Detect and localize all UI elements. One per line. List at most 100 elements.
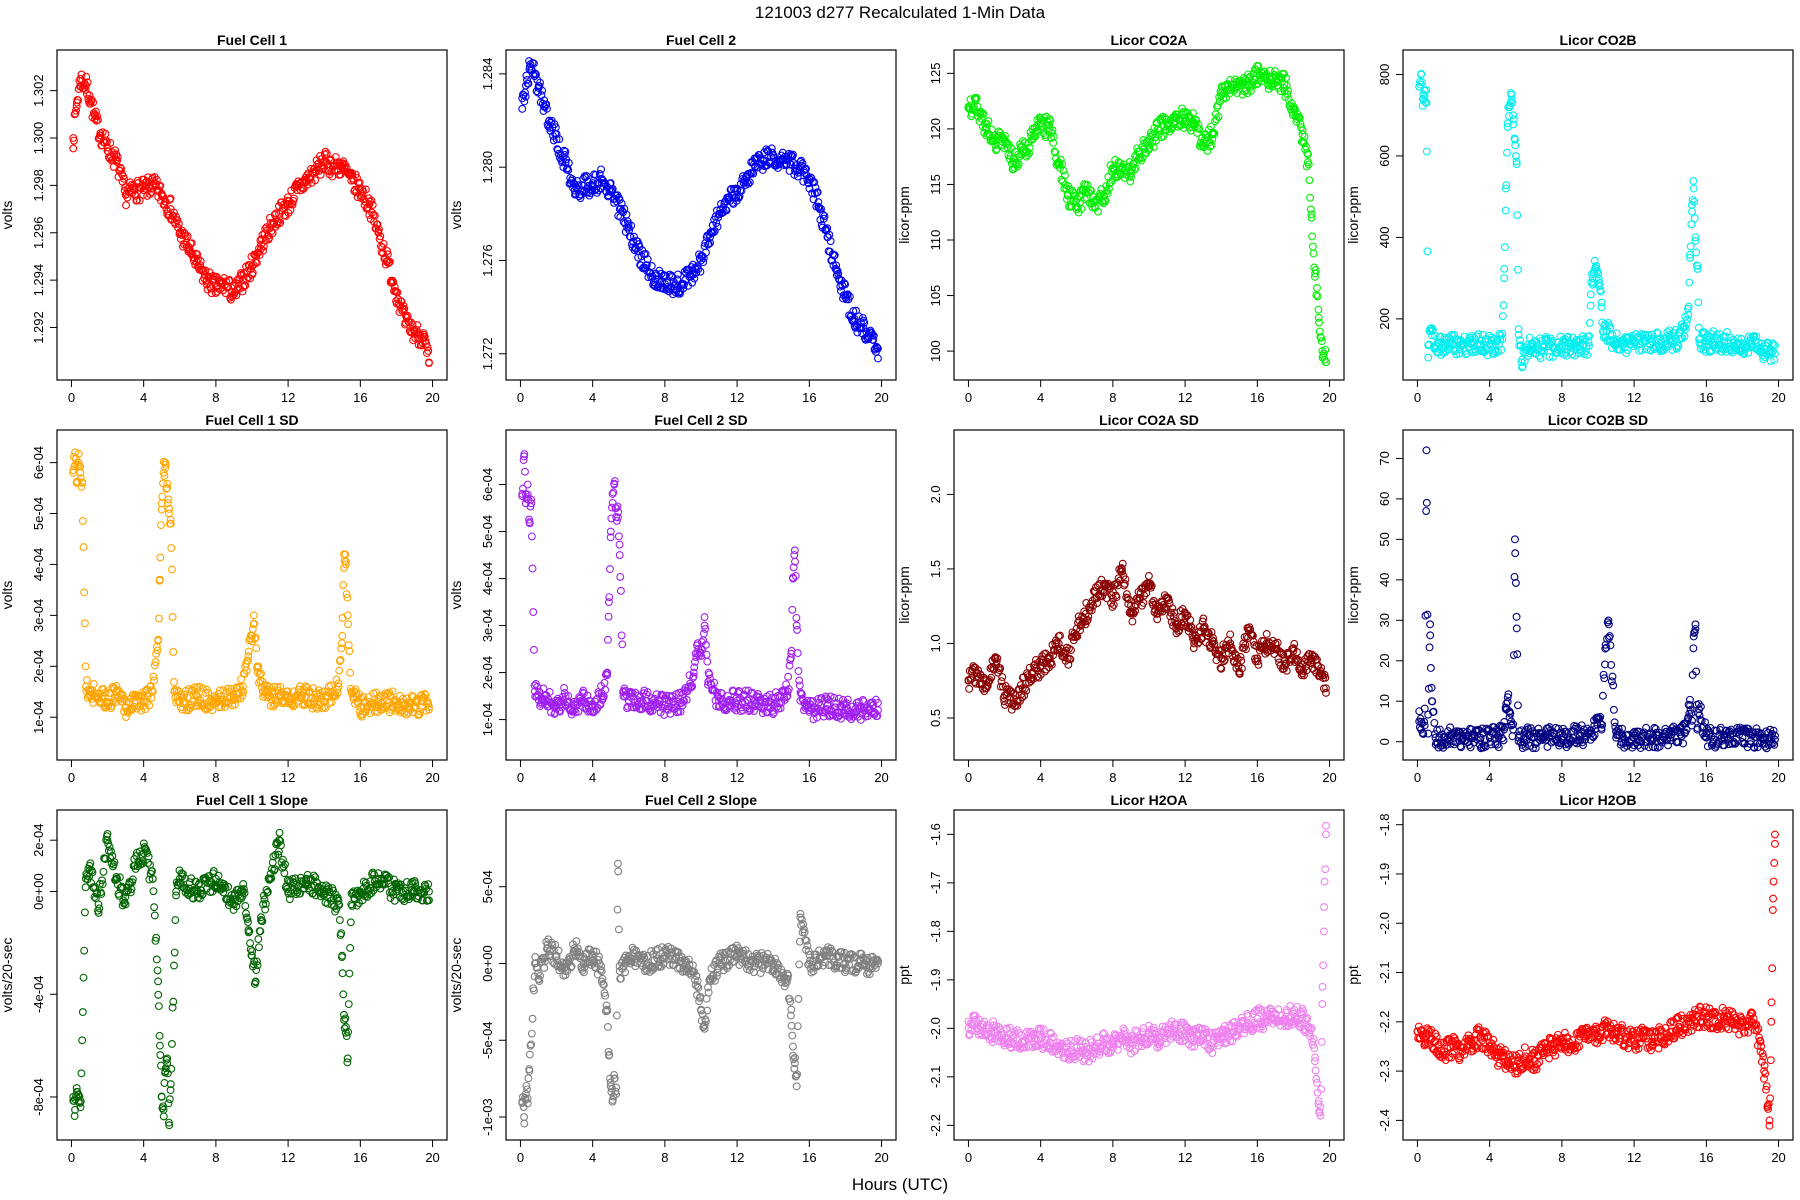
- data-point-fill: [70, 1112, 79, 1121]
- data-point-fill: [415, 710, 424, 719]
- y-tick-label: 1.300: [31, 122, 46, 155]
- data-point-fill: [606, 565, 614, 574]
- y-tick-label: 110: [928, 230, 943, 251]
- data-point-fill: [1180, 123, 1188, 132]
- data-point-fill: [688, 278, 697, 287]
- data-point-fill: [113, 153, 122, 162]
- data-point-fill: [574, 181, 583, 190]
- data-point-fill: [793, 625, 802, 634]
- data-point-fill: [1093, 207, 1102, 216]
- data-point-fill: [149, 887, 158, 896]
- data-point-fill: [1194, 120, 1203, 129]
- x-tick-label: 4: [589, 770, 596, 785]
- data-point-fill: [1192, 116, 1201, 125]
- data-point-fill: [258, 231, 267, 239]
- data-point-fill: [168, 612, 177, 621]
- data-point-fill: [173, 216, 182, 225]
- data-point-fill: [1559, 732, 1568, 741]
- data-point-fill: [1425, 643, 1434, 652]
- data-point-fill: [1531, 740, 1540, 748]
- y-tick-label: 20: [1377, 654, 1392, 668]
- data-point-fill: [420, 690, 429, 698]
- data-point-fill: [189, 691, 198, 700]
- data-point-fill: [606, 533, 615, 542]
- data-point-fill: [1156, 116, 1165, 125]
- data-point-fill: [1608, 331, 1617, 340]
- y-tick-label: 100: [928, 340, 943, 362]
- data-point-fill: [1147, 581, 1156, 590]
- data-point-fill: [1226, 630, 1235, 639]
- y-axis-label: volts: [0, 201, 15, 230]
- data-point-fill: [823, 699, 832, 708]
- data-point-fill: [77, 482, 86, 491]
- data-point-fill: [1680, 332, 1689, 341]
- data-point-fill: [355, 178, 364, 187]
- data-point-fill: [1093, 599, 1102, 607]
- data-point-fill: [361, 185, 370, 194]
- x-tick-label: 0: [965, 390, 972, 405]
- data-point-fill: [577, 697, 586, 706]
- data-point-fill: [1688, 716, 1696, 725]
- data-point: [615, 551, 624, 559]
- data-point-fill: [74, 449, 83, 458]
- data-point: [76, 1103, 85, 1112]
- data-point-fill: [422, 339, 431, 348]
- data-point-fill: [239, 687, 248, 696]
- data-point-fill: [1510, 572, 1519, 581]
- data-point-fill: [1140, 144, 1149, 153]
- x-tick-label: 0: [1414, 770, 1421, 785]
- data-point-fill: [1282, 73, 1290, 82]
- data-point-fill: [248, 268, 257, 277]
- data-point-fill: [590, 186, 599, 195]
- data-point-fill: [397, 297, 406, 306]
- data-point-fill: [111, 146, 120, 155]
- data-point-fill: [69, 144, 78, 153]
- data-point-fill: [1282, 81, 1291, 90]
- y-tick-label: 1.276: [480, 244, 495, 277]
- data-point-fill: [1077, 204, 1086, 213]
- data-point-fill: [1740, 350, 1749, 359]
- data-point-fill: [71, 460, 80, 469]
- data-point-fill: [259, 246, 268, 255]
- y-tick-label: 200: [1377, 308, 1392, 330]
- data-point-fill: [1279, 70, 1288, 78]
- x-tick-label: 20: [1771, 390, 1785, 405]
- data-point-fill: [1420, 717, 1428, 726]
- data-point-fill: [294, 685, 303, 694]
- data-point-fill: [1500, 264, 1509, 273]
- data-point-fill: [1518, 362, 1527, 371]
- data-point-fill: [75, 462, 84, 470]
- data-point-fill: [77, 1069, 86, 1078]
- plot-frame: [1402, 429, 1794, 761]
- data-point-fill: [342, 590, 351, 599]
- y-tick-label: 2e-04: [31, 824, 46, 857]
- y-tick-label: 800: [1377, 64, 1392, 86]
- data-point-fill: [1501, 206, 1510, 215]
- data-point-fill: [1121, 575, 1130, 584]
- data-point-fill: [133, 704, 141, 713]
- data-point-fill: [1497, 345, 1506, 354]
- x-tick-label: 16: [353, 1150, 367, 1165]
- data-point-fill: [820, 212, 829, 221]
- data-point-fill: [574, 707, 583, 716]
- data-point-fill: [813, 188, 822, 197]
- data-point-fill: [1674, 342, 1683, 350]
- data-point-fill: [1118, 567, 1127, 576]
- data-point-fill: [705, 670, 714, 679]
- data-point-fill: [167, 565, 176, 574]
- data-point-fill: [1607, 661, 1616, 669]
- data-point-fill: [528, 564, 537, 573]
- data-point-fill: [993, 654, 1002, 663]
- data-point-fill: [1023, 147, 1031, 156]
- data-point-fill: [1027, 677, 1036, 686]
- data-point-fill: [166, 515, 175, 524]
- data-point-fill: [1694, 298, 1703, 307]
- data-point-fill: [332, 675, 341, 684]
- data-point-fill: [120, 898, 129, 907]
- data-point-fill: [1735, 339, 1744, 348]
- data-point-fill: [1046, 116, 1055, 125]
- data-point-fill: [1103, 189, 1112, 198]
- data-point-fill: [1502, 699, 1511, 708]
- data-point-fill: [103, 829, 112, 838]
